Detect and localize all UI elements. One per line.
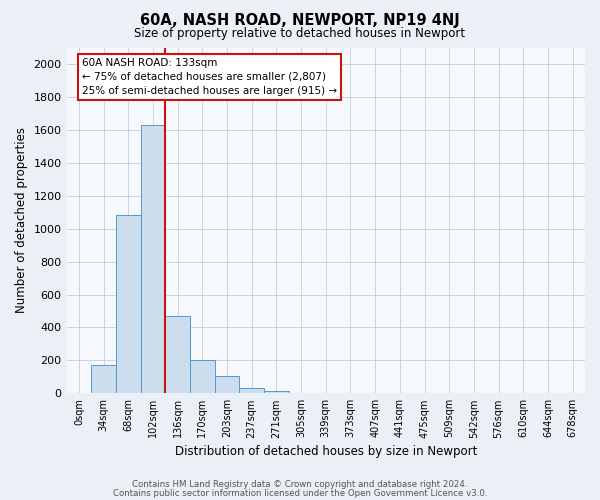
X-axis label: Distribution of detached houses by size in Newport: Distribution of detached houses by size … xyxy=(175,444,477,458)
Text: 60A NASH ROAD: 133sqm
← 75% of detached houses are smaller (2,807)
25% of semi-d: 60A NASH ROAD: 133sqm ← 75% of detached … xyxy=(82,58,337,96)
Text: Contains public sector information licensed under the Open Government Licence v3: Contains public sector information licen… xyxy=(113,488,487,498)
Text: Size of property relative to detached houses in Newport: Size of property relative to detached ho… xyxy=(134,28,466,40)
Text: Contains HM Land Registry data © Crown copyright and database right 2024.: Contains HM Land Registry data © Crown c… xyxy=(132,480,468,489)
Bar xyxy=(116,214,140,394)
Bar xyxy=(165,316,190,394)
Bar xyxy=(91,366,116,394)
Bar xyxy=(264,391,289,394)
Bar xyxy=(190,360,215,394)
Y-axis label: Number of detached properties: Number of detached properties xyxy=(15,128,28,314)
Bar xyxy=(215,376,239,394)
Text: 60A, NASH ROAD, NEWPORT, NP19 4NJ: 60A, NASH ROAD, NEWPORT, NP19 4NJ xyxy=(140,12,460,28)
Bar xyxy=(140,125,165,394)
Bar xyxy=(239,388,264,394)
